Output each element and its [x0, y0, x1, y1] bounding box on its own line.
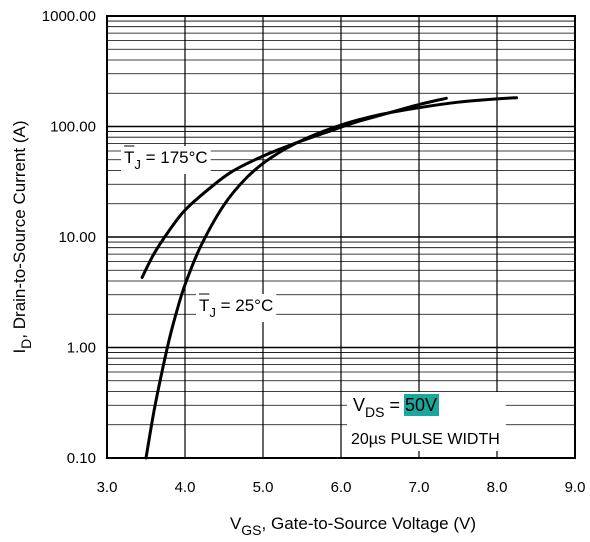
- x-tick-label: 4.0: [175, 479, 196, 496]
- series-label-175-text: TJ = 175°C: [124, 148, 208, 172]
- vds-sub: DS: [365, 404, 384, 420]
- grid: [107, 16, 575, 458]
- y-axis-label: ID, Drain-to-Source Current (A): [10, 120, 34, 353]
- series-tj-25c: [144, 96, 518, 460]
- series-label-25-sub: J: [209, 305, 216, 320]
- x-axis-label-sub: GS: [241, 522, 261, 538]
- vds-value: 50V: [405, 395, 437, 415]
- y-tick-label: 10.00: [58, 229, 96, 246]
- annotation-box: VDS = 50V 20µs PULSE WIDTH: [347, 392, 506, 451]
- x-tick-label: 8.0: [487, 479, 508, 496]
- x-axis-label: VGS, Gate-to-Source Voltage (V): [230, 514, 476, 538]
- series-lines: [140, 96, 518, 460]
- series-tj-175c: [140, 96, 448, 279]
- series-label-175-main: T: [124, 148, 134, 167]
- series-label-175-rest: = 175°C: [141, 148, 208, 167]
- y-tick-label: 100.00: [50, 119, 96, 136]
- pulse-width-annotation: 20µs PULSE WIDTH: [351, 431, 500, 448]
- y-axis-label-sub: D: [18, 339, 34, 349]
- series-label-25-background: [196, 294, 277, 322]
- vds-main: V: [353, 395, 365, 415]
- y-tick-label: 1.00: [67, 340, 96, 357]
- x-tick-label: 3.0: [97, 479, 118, 496]
- y-axis-label-rest: , Drain-to-Source Current (A): [10, 120, 29, 338]
- vds-value-highlight: [403, 394, 440, 416]
- y-tick-label: 1000.00: [42, 8, 96, 25]
- vds-eq: =: [384, 395, 405, 415]
- x-tick-label: 9.0: [565, 479, 586, 496]
- vds-annotation: VDS = 50V: [353, 395, 437, 420]
- x-tick-label: 5.0: [253, 479, 274, 496]
- x-axis-label-main: V: [230, 514, 242, 533]
- series-label-25-main: T: [199, 296, 209, 315]
- y-tick-label: 0.10: [67, 450, 96, 467]
- series-label-175-sub: J: [134, 157, 141, 172]
- tick-labels: 3.0 4.0 5.0 6.0 7.0 8.0 9.0 0.10 1.00 10.00 100.00…: [42, 8, 586, 496]
- plot-frame: [106, 15, 576, 459]
- y-axis-label-main: I: [10, 349, 29, 354]
- x-tick-label: 6.0: [331, 479, 352, 496]
- x-axis-label-rest: , Gate-to-Source Voltage (V): [262, 514, 477, 533]
- series-label-25-rest: = 25°C: [216, 296, 273, 315]
- series-label-25: TJ = 25°C: [196, 293, 277, 322]
- series-label-175-background: [121, 146, 211, 174]
- x-tick-label: 7.0: [409, 479, 430, 496]
- series-label-25-text: TJ = 25°C: [199, 296, 273, 320]
- series-label-175: TJ = 175°C: [121, 145, 211, 174]
